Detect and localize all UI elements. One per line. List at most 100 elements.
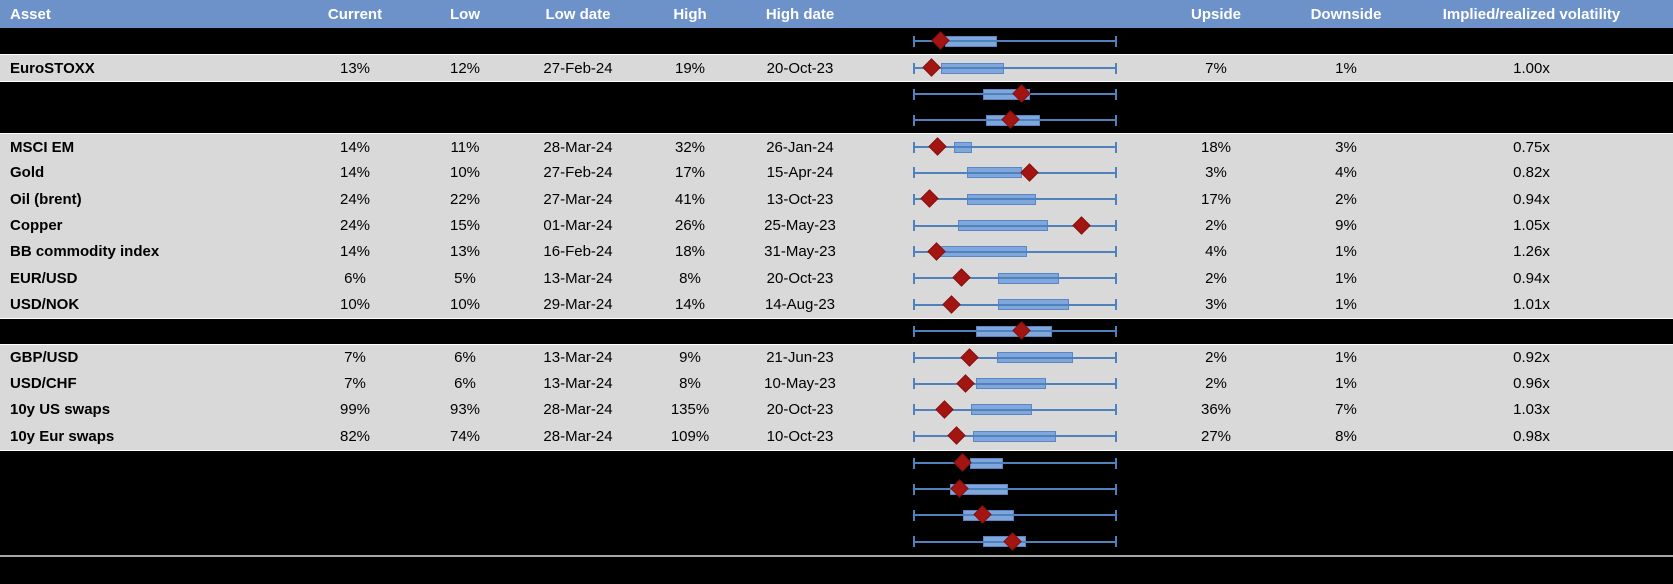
whisker-left-cap	[913, 141, 915, 153]
whisker-line	[913, 277, 1117, 280]
range-chart-cell	[856, 160, 1130, 186]
high-date-cell: 10-May-23	[764, 375, 836, 393]
asset-cell: USD/CHF	[10, 375, 77, 393]
current-cell: 14%	[339, 164, 371, 182]
high-cell: 26%	[674, 217, 706, 235]
whisker-line	[913, 382, 1117, 385]
downside-cell: 8%	[1335, 427, 1357, 445]
col-header-high-date: High date	[765, 5, 835, 23]
whisker-right-cap	[1115, 193, 1117, 205]
high-cell: 8%	[679, 269, 701, 287]
range-chart-cell	[856, 345, 1130, 370]
upside-cell: 2%	[1205, 375, 1227, 393]
asset-row: 10y Eur swaps 82% 74% 28-Mar-24 109% 10-Oct-2…	[0, 423, 1673, 450]
asset-row: MSCI EM 14% 11% 28-Mar-24 32% 26-Jan-24 18% 3% 0…	[0, 133, 1673, 160]
asset-cell	[0, 451, 300, 476]
downside-cell	[1302, 28, 1390, 54]
impl-real-vol-cell	[1390, 82, 1673, 107]
low-cell	[410, 451, 520, 476]
impl-real-vol-cell: 1.26x	[1513, 243, 1550, 261]
high-cell	[636, 107, 744, 133]
high-cell: 18%	[674, 243, 706, 261]
whisker-right-cap	[1115, 62, 1117, 74]
current-cell: 14%	[339, 243, 371, 261]
boxplot	[913, 476, 1117, 502]
whisker-line	[913, 171, 1117, 174]
range-chart-cell	[856, 451, 1130, 476]
low-date-cell: 28-Mar-24	[543, 427, 613, 445]
low-cell: 93%	[449, 401, 481, 419]
high-cell: 17%	[674, 164, 706, 182]
downside-cell: 1%	[1335, 296, 1357, 314]
low-cell	[410, 319, 520, 344]
col-header-upside: Upside	[1190, 5, 1241, 23]
boxplot	[913, 134, 1117, 159]
upside-cell	[1130, 529, 1302, 555]
hidden-row	[0, 28, 1673, 55]
range-chart-cell	[856, 502, 1130, 528]
boxplot	[913, 291, 1117, 317]
low-date-cell: 27-Feb-24	[543, 59, 613, 77]
high-date-cell: 10-Oct-23	[766, 427, 834, 445]
high-date-cell: 21-Jun-23	[766, 349, 834, 367]
whisker-line	[913, 514, 1117, 517]
high-date-cell: 14-Aug-23	[764, 296, 836, 314]
boxplot	[913, 212, 1117, 238]
whisker-left-cap	[913, 220, 915, 232]
impl-real-vol-cell: 0.96x	[1513, 375, 1550, 393]
downside-cell: 3%	[1335, 138, 1357, 156]
high-cell: 14%	[674, 296, 706, 314]
impl-real-vol-cell	[1390, 319, 1673, 344]
current-cell: 82%	[339, 427, 371, 445]
upside-cell: 27%	[1200, 427, 1232, 445]
current-cell: 6%	[344, 269, 366, 287]
low-cell: 10%	[449, 164, 481, 182]
low-date-cell: 27-Feb-24	[543, 164, 613, 182]
low-date-cell: 16-Feb-24	[543, 243, 613, 261]
current-cell: 10%	[339, 296, 371, 314]
current-cell	[300, 476, 410, 502]
col-header-chart	[856, 0, 1130, 28]
asset-cell: Gold	[10, 164, 45, 182]
high-date-cell	[744, 502, 856, 528]
whisker-right-cap	[1115, 272, 1117, 284]
boxplot	[913, 239, 1117, 265]
low-date-cell	[520, 107, 636, 133]
impl-real-vol-cell: 0.94x	[1513, 269, 1550, 287]
high-date-cell	[744, 107, 856, 133]
asset-cell	[0, 107, 300, 133]
downside-cell	[1302, 82, 1390, 107]
impl-real-vol-cell: 0.82x	[1513, 164, 1550, 182]
downside-cell	[1302, 319, 1390, 344]
upside-cell: 7%	[1205, 59, 1227, 77]
low-date-cell	[520, 451, 636, 476]
high-cell: 8%	[679, 375, 701, 393]
low-cell	[410, 476, 520, 502]
boxplot	[913, 82, 1117, 107]
downside-cell: 1%	[1335, 375, 1357, 393]
low-cell: 10%	[449, 296, 481, 314]
whisker-line	[913, 488, 1117, 491]
whisker-left-cap	[913, 114, 915, 126]
current-marker-diamond-icon	[1001, 110, 1020, 129]
whisker-line	[913, 67, 1117, 70]
hidden-row	[0, 107, 1673, 134]
current-cell	[300, 502, 410, 528]
low-cell: 74%	[449, 427, 481, 445]
col-header-implied-realized-volatility: Implied/realized volatility	[1442, 5, 1621, 23]
whisker-right-cap	[1115, 141, 1117, 153]
boxplot	[913, 397, 1117, 423]
whisker-left-cap	[913, 35, 915, 47]
whisker-left-cap	[913, 457, 915, 469]
high-cell	[636, 319, 744, 344]
whisker-right-cap	[1115, 457, 1117, 469]
asset-cell	[0, 476, 300, 502]
low-date-cell: 13-Mar-24	[543, 269, 613, 287]
boxplot	[913, 186, 1117, 212]
whisker-left-cap	[913, 483, 915, 495]
current-marker-diamond-icon	[1020, 163, 1039, 182]
asset-row: GBP/USD 7% 6% 13-Mar-24 9% 21-Jun-23 2% 1% 0.92x	[0, 344, 1673, 371]
high-cell: 135%	[670, 401, 710, 419]
upside-cell	[1130, 107, 1302, 133]
whisker-right-cap	[1115, 404, 1117, 416]
